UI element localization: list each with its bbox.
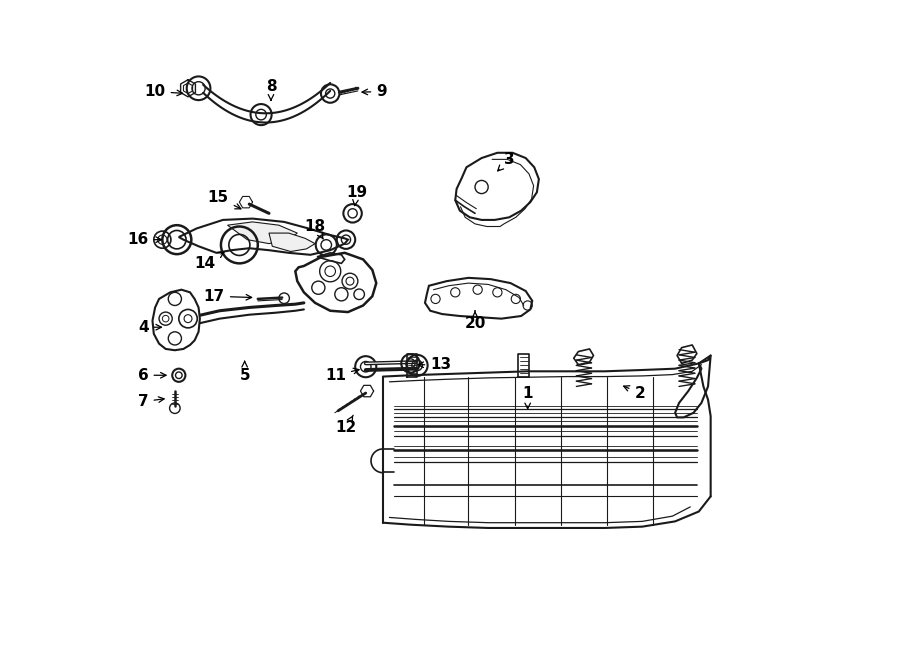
Text: 5: 5 — [239, 362, 250, 383]
Text: 2: 2 — [624, 385, 645, 401]
Text: 17: 17 — [203, 289, 252, 304]
Text: 13: 13 — [418, 357, 452, 372]
Text: 3: 3 — [498, 152, 515, 171]
Text: 20: 20 — [464, 311, 486, 331]
Text: 12: 12 — [336, 415, 356, 436]
Text: 8: 8 — [266, 79, 276, 100]
Text: 9: 9 — [362, 84, 387, 99]
Polygon shape — [179, 219, 348, 254]
Text: 16: 16 — [127, 232, 161, 247]
Text: 6: 6 — [138, 368, 166, 383]
Text: 14: 14 — [194, 253, 224, 271]
Polygon shape — [152, 290, 200, 350]
Text: 1: 1 — [522, 385, 533, 408]
Polygon shape — [228, 222, 297, 244]
Text: 11: 11 — [325, 368, 359, 383]
Text: 4: 4 — [138, 320, 161, 334]
Text: 15: 15 — [208, 190, 241, 209]
Polygon shape — [455, 153, 539, 220]
Text: 18: 18 — [304, 219, 326, 239]
Polygon shape — [425, 278, 532, 319]
Text: 19: 19 — [346, 185, 367, 206]
Text: 10: 10 — [145, 84, 183, 99]
Polygon shape — [295, 253, 376, 312]
Text: 7: 7 — [138, 394, 164, 409]
Polygon shape — [269, 233, 315, 252]
